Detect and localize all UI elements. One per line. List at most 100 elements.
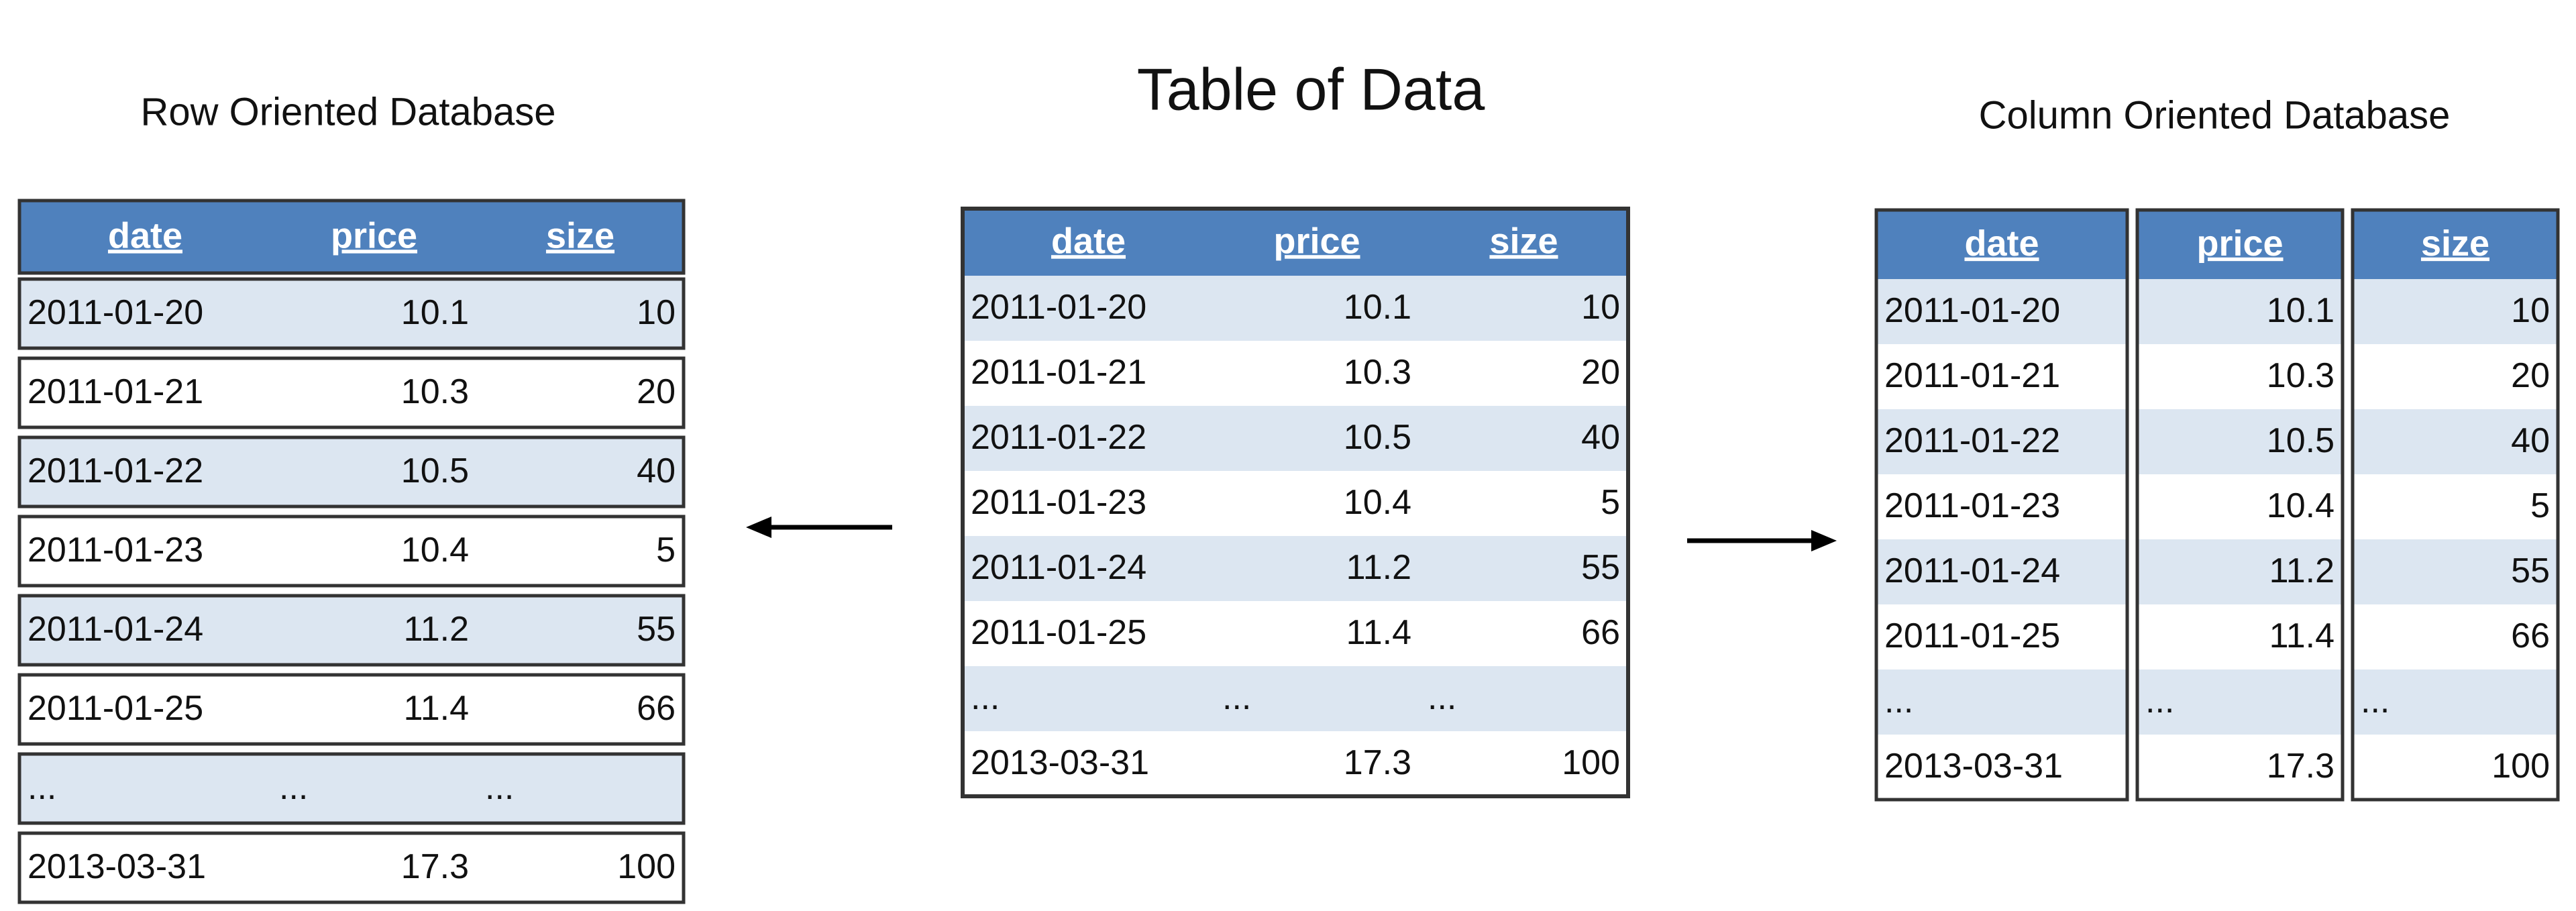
cell-text: 10.1 — [401, 293, 469, 332]
cell-text: 10.3 — [401, 372, 469, 411]
cell-text: 55 — [2511, 551, 2550, 590]
cell — [2353, 409, 2558, 474]
cell — [19, 279, 271, 348]
header-cell — [271, 201, 477, 273]
cell — [1214, 276, 1419, 341]
cell — [477, 754, 684, 823]
cell — [2353, 735, 2558, 800]
cell-text: 10.4 — [2267, 486, 2334, 525]
cell — [963, 731, 1214, 796]
header-label: price — [331, 215, 417, 256]
cell-text: 17.3 — [1344, 743, 1411, 782]
cell-text: 10.5 — [401, 451, 469, 490]
cell-text: ... — [28, 768, 56, 807]
cell-text: 2011-01-25 — [971, 613, 1146, 652]
cell — [1876, 344, 2127, 409]
cell-text: 2013-03-31 — [971, 743, 1149, 782]
cell-text: 10.5 — [2267, 421, 2334, 460]
cell-text: 10.4 — [401, 531, 469, 570]
cell-text: 20 — [637, 372, 676, 411]
cell-text: 66 — [637, 689, 676, 728]
arrow-head — [746, 517, 771, 538]
cell-text: 10.5 — [1344, 418, 1411, 457]
cell — [1876, 669, 2127, 735]
cell — [19, 833, 271, 902]
cell-text: 11.4 — [2269, 617, 2334, 655]
cell-text: 55 — [637, 610, 676, 649]
cell-text: 11.4 — [404, 689, 469, 728]
cell-text: 10.4 — [1344, 483, 1411, 522]
header-cell — [1214, 209, 1419, 276]
header-label: price — [1273, 221, 1360, 261]
cell — [2137, 344, 2343, 409]
row-border — [17, 435, 686, 508]
header-label: date — [108, 215, 182, 256]
cell-text: 2013-03-31 — [1884, 747, 2063, 786]
cell-text: ... — [2361, 682, 2390, 720]
cell-text: 2013-03-31 — [28, 847, 206, 886]
cell — [477, 596, 684, 665]
cell-text: 40 — [2511, 421, 2550, 460]
header-label: size — [2421, 223, 2489, 264]
cell-text: 10.1 — [2267, 291, 2334, 330]
cell-text: 17.3 — [401, 847, 469, 886]
header-label: price — [2196, 223, 2283, 264]
row-border — [17, 752, 686, 825]
cell-text: ... — [1884, 682, 1913, 720]
cell — [1419, 601, 1628, 666]
cell-text: 5 — [656, 531, 676, 570]
cell — [477, 437, 684, 506]
cell — [963, 341, 1214, 406]
column-border — [2135, 208, 2345, 802]
cell — [963, 536, 1214, 601]
cell — [963, 666, 1214, 731]
cell-text: 40 — [1581, 418, 1620, 457]
cell-text: 10 — [2511, 291, 2550, 330]
cell — [963, 471, 1214, 536]
cell-text: 66 — [1581, 613, 1620, 652]
cell-text: 55 — [1581, 548, 1620, 587]
header-label: size — [546, 215, 614, 256]
row-border — [17, 515, 686, 588]
cell-text: 11.4 — [1346, 613, 1411, 652]
header-cell — [1419, 209, 1628, 276]
cell-text: 10 — [1581, 288, 1620, 327]
header-label: date — [1964, 223, 2039, 264]
cell — [477, 358, 684, 427]
cell — [1419, 406, 1628, 471]
header-cell — [477, 201, 684, 273]
cell — [2137, 604, 2343, 669]
cell-text: 2011-01-22 — [971, 418, 1146, 457]
cell — [1214, 601, 1419, 666]
row-border — [17, 831, 686, 904]
cell-text: 100 — [617, 847, 676, 886]
cell — [19, 517, 271, 586]
cell-text: 20 — [1581, 353, 1620, 392]
cell — [2137, 539, 2343, 604]
cell-text: 10.3 — [1344, 353, 1411, 392]
cell — [963, 406, 1214, 471]
cell — [271, 833, 477, 902]
cell — [1876, 604, 2127, 669]
cell-text: 2011-01-20 — [28, 293, 203, 332]
cell-text: ... — [279, 768, 308, 807]
table-title: Table of Data — [1137, 56, 1485, 122]
row-border — [17, 277, 686, 350]
row-border — [17, 594, 686, 667]
header-cell — [2353, 210, 2558, 279]
cell — [271, 754, 477, 823]
cell — [477, 279, 684, 348]
header-label: date — [1051, 221, 1126, 261]
cell — [1214, 471, 1419, 536]
arrow-head — [1811, 530, 1837, 551]
header-cell — [963, 209, 1214, 276]
cell — [477, 675, 684, 744]
cell — [271, 675, 477, 744]
cell-text: 10 — [637, 293, 676, 332]
header-cell — [2137, 210, 2343, 279]
cell-text: 2011-01-21 — [971, 353, 1146, 392]
cell-text: 11.2 — [2269, 551, 2334, 590]
cell-text: ... — [1222, 678, 1251, 717]
cell — [19, 754, 271, 823]
